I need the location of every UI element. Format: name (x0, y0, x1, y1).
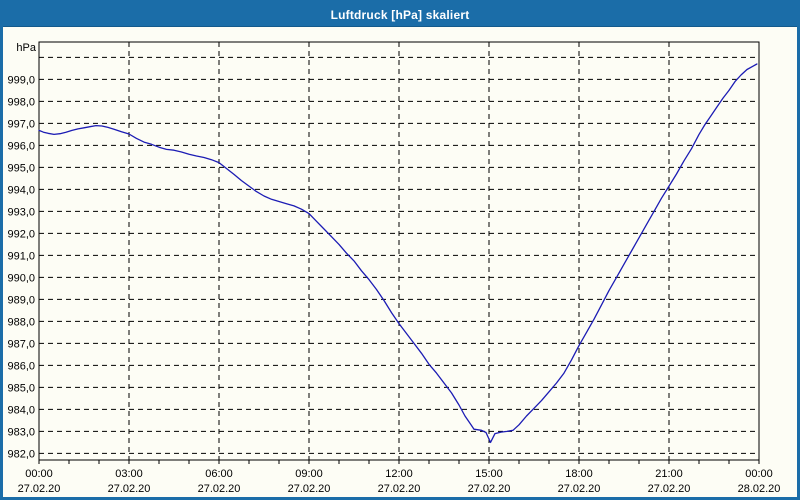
x-tick-date-label: 27.02.20 (558, 483, 601, 495)
pressure-line-chart: 999,0 998,0 997,0 996,0 995,0 994,0 993,0 992,0… (7, 41, 781, 495)
y-tick-label: 990,0 (7, 272, 35, 284)
y-tick-label: 998,0 (7, 96, 35, 108)
y-tick-label: 989,0 (7, 294, 35, 306)
y-tick-label: 982,0 (7, 448, 35, 460)
y-axis-unit-label: hPa (16, 42, 36, 54)
y-tick-label: 999,0 (7, 74, 35, 86)
y-tick-label: 992,0 (7, 228, 35, 240)
x-tick-date-label: 27.02.20 (648, 483, 691, 495)
x-tick-time-label: 12:00 (385, 468, 413, 480)
x-tick-date-label: 27.02.20 (378, 483, 421, 495)
x-tick-time-label: 21:00 (655, 468, 683, 480)
y-tick-label: 983,0 (7, 426, 35, 438)
x-tick-time-label: 06:00 (205, 468, 233, 480)
x-tick-time-label: 03:00 (115, 468, 143, 480)
y-tick-label: 995,0 (7, 162, 35, 174)
x-tick-time-label: 00:00 (745, 468, 773, 480)
y-tick-label: 988,0 (7, 316, 35, 328)
x-tick-time-label: 15:00 (475, 468, 503, 480)
y-tick-label: 994,0 (7, 184, 35, 196)
x-tick-date-label: 27.02.20 (18, 483, 61, 495)
x-tick-date-label: 27.02.20 (108, 483, 151, 495)
y-tick-label: 993,0 (7, 206, 35, 218)
x-tick-date-label: 27.02.20 (288, 483, 331, 495)
x-tick-date-label: 27.02.20 (468, 483, 511, 495)
y-tick-label: 997,0 (7, 118, 35, 130)
pressure-curve (38, 63, 758, 444)
y-tick-label: 996,0 (7, 140, 35, 152)
x-tick-date-label: 27.02.20 (198, 483, 241, 495)
y-tick-label: 991,0 (7, 250, 35, 262)
title-bar: Luftdruck [hPa] skaliert (3, 3, 797, 27)
x-tick-time-label: 09:00 (295, 468, 323, 480)
x-tick-date-label: 28.02.20 (738, 483, 781, 495)
x-tick-time-label: 00:00 (25, 468, 53, 480)
x-tick-time-label: 18:00 (565, 468, 593, 480)
y-tick-label: 984,0 (7, 404, 35, 416)
y-tick-label: 987,0 (7, 338, 35, 350)
plot-border (38, 41, 760, 461)
y-tick-label: 986,0 (7, 360, 35, 372)
window-title: Luftdruck [hPa] skaliert (330, 7, 470, 22)
y-tick-label: 985,0 (7, 382, 35, 394)
chart-area: 999,0 998,0 997,0 996,0 995,0 994,0 993,0 992,0… (3, 27, 797, 497)
